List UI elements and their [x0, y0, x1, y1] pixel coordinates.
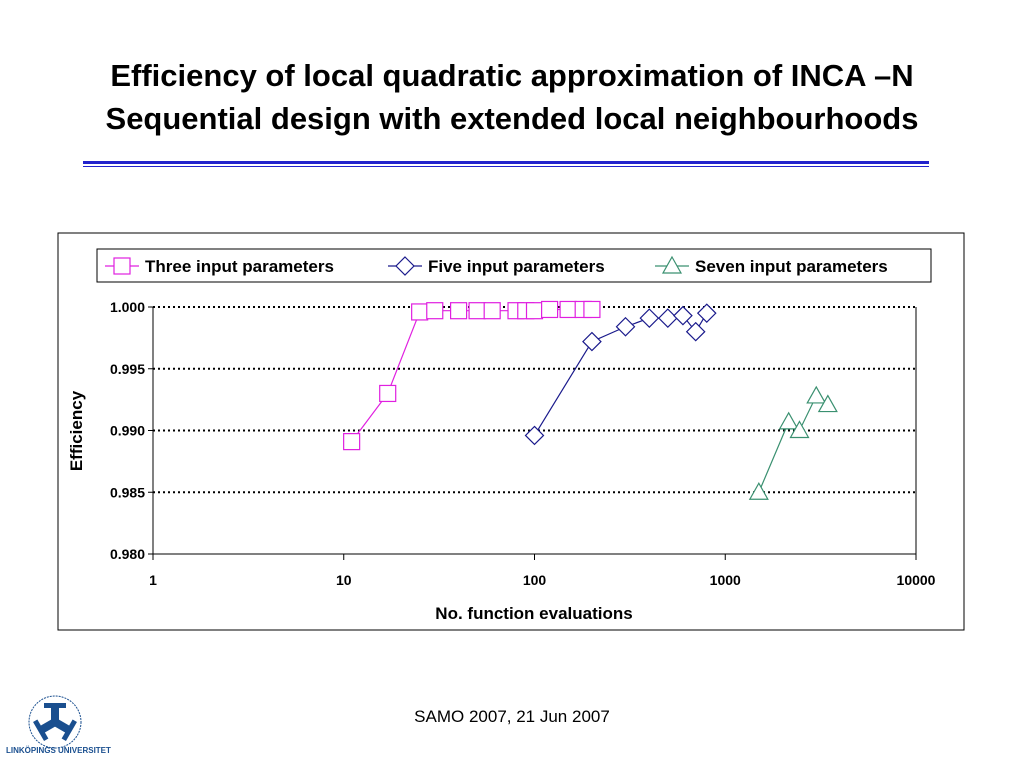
data-point-square [468, 302, 486, 320]
data-point-square [343, 433, 361, 451]
x-tick-label: 1000 [710, 572, 741, 588]
data-point-triangle [817, 394, 838, 413]
y-tick-label: 0.985 [110, 484, 145, 500]
data-point-diamond [673, 305, 693, 326]
x-tick-label: 1 [149, 572, 157, 588]
footer-text: SAMO 2007, 21 Jun 2007 [414, 707, 610, 726]
title-divider [83, 161, 929, 164]
legend: Three input parameters Five input paramet… [105, 255, 888, 276]
data-point-diamond [685, 321, 706, 342]
data-point-diamond [696, 303, 717, 324]
x-tick-label: 10000 [897, 572, 936, 588]
data-point-square [483, 302, 501, 320]
data-point-triangle [789, 420, 810, 439]
data-point-triangle [661, 255, 683, 274]
data-point-diamond [639, 308, 660, 328]
y-axis-label: Efficiency [67, 390, 86, 471]
data-point-triangle [748, 482, 769, 500]
y-tick-label: 0.990 [110, 423, 145, 439]
y-tick-label: 1.000 [110, 299, 145, 315]
data-point-square [583, 300, 601, 319]
data-point-square [449, 302, 468, 320]
data-point-diamond [395, 256, 415, 276]
slide-title-line2: Sequential design with extended local ne… [105, 101, 919, 136]
x-tick-label: 100 [523, 572, 547, 588]
data-point-diamond [582, 331, 602, 352]
x-tick-label: 10 [336, 572, 352, 588]
data-point-square [411, 303, 429, 321]
data-point-triangle [806, 385, 827, 404]
legend-box [96, 248, 932, 283]
slide-title-line1: Efficiency of local quadratic approximat… [110, 58, 914, 93]
data-point-square [379, 384, 397, 403]
data-point-diamond [615, 316, 636, 337]
x-axis-label: No. function evaluations [435, 604, 632, 623]
data-point-square [525, 302, 544, 320]
legend-label: Seven input parameters [695, 257, 888, 276]
legend-label: Three input parameters [145, 257, 334, 276]
legend-label: Five input parameters [428, 257, 605, 276]
data-point-diamond [524, 425, 545, 446]
y-tick-label: 0.980 [110, 546, 145, 562]
data-point-square [426, 302, 444, 320]
university-logo [28, 695, 82, 749]
data-point-square [541, 300, 559, 319]
title-divider-thin [83, 166, 929, 167]
data-point-square [113, 257, 131, 275]
y-tick-label: 0.995 [110, 361, 145, 377]
logo-text: LINKÖPINGS UNIVERSITET [6, 746, 111, 755]
data-point-triangle [778, 411, 799, 430]
data-point-square [559, 300, 577, 319]
